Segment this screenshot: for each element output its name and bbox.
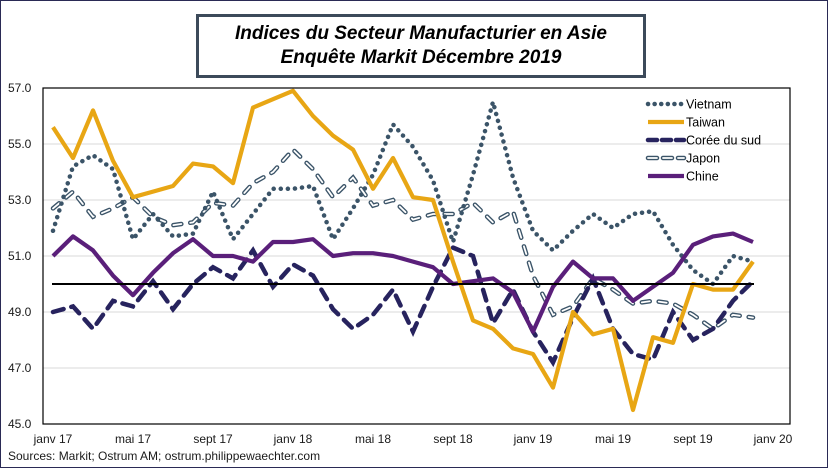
y-tick-label: 55.0	[8, 137, 32, 151]
y-tick-label: 45.0	[8, 417, 32, 431]
legend-item-chine: Chine	[648, 170, 719, 184]
x-tick-label: janv 20	[753, 432, 793, 446]
legend-label-chine: Chine	[686, 170, 719, 184]
y-tick-label: 51.0	[8, 249, 32, 263]
legend-item-taiwan: Taiwan	[648, 116, 725, 130]
legend-label-vietnam: Vietnam	[686, 98, 732, 112]
plot-area-border	[42, 87, 791, 425]
chart-title-line1: Indices du Secteur Manufacturier en Asie	[234, 23, 607, 44]
y-tick-label: 57.0	[8, 81, 32, 95]
chart-title-line2: Enquête Markit Décembre 2019	[280, 47, 562, 68]
x-tick-label: sept 19	[673, 432, 713, 446]
y-tick-label: 47.0	[8, 361, 32, 375]
x-tick-label: janv 17	[33, 432, 73, 446]
legend-label-cor-e-du-sud: Corée du sud	[686, 134, 761, 148]
series-line-cor-e-du-sud	[50, 244, 756, 368]
series-line-chine	[51, 231, 754, 334]
x-tick-label: mai 17	[115, 432, 151, 446]
chart-title-box: Indices du Secteur Manufacturier en Asie…	[196, 14, 646, 78]
x-tick-label: mai 19	[595, 432, 631, 446]
series-line-japon-inner	[52, 148, 754, 330]
x-tick-label: janv 19	[513, 432, 553, 446]
x-tick-label: sept 17	[193, 432, 233, 446]
series-line-vietnam	[50, 93, 756, 288]
x-tick-label: mai 18	[355, 432, 391, 446]
y-tick-label: 49.0	[8, 305, 32, 319]
series-lines	[50, 88, 756, 413]
legend-item-vietnam: Vietnam	[645, 98, 732, 112]
x-tick-label: sept 18	[433, 432, 473, 446]
y-tick-label: 53.0	[8, 193, 32, 207]
source-note: Sources: Markit; Ostrum AM; ostrum.phili…	[8, 449, 321, 463]
series-line-taiwan	[51, 88, 755, 413]
legend-label-japon: Japon	[686, 152, 720, 166]
x-tick-label: janv 18	[273, 432, 313, 446]
x-axis-ticks: janv 17 mai 17 sept 17 janv 18 mai 18 sept 18…	[33, 432, 793, 446]
y-axis-ticks: 45.0 47.0 49.0 51.0 53.0 55.0 57.0	[8, 81, 32, 431]
legend-label-taiwan: Taiwan	[686, 116, 725, 130]
legend: Vietnam Taiwan Corée du sud Japon Chine	[645, 98, 761, 184]
legend-item-cor-e-du-sud: Corée du sud	[645, 134, 761, 148]
legend-item-japon: Japon	[645, 152, 720, 166]
